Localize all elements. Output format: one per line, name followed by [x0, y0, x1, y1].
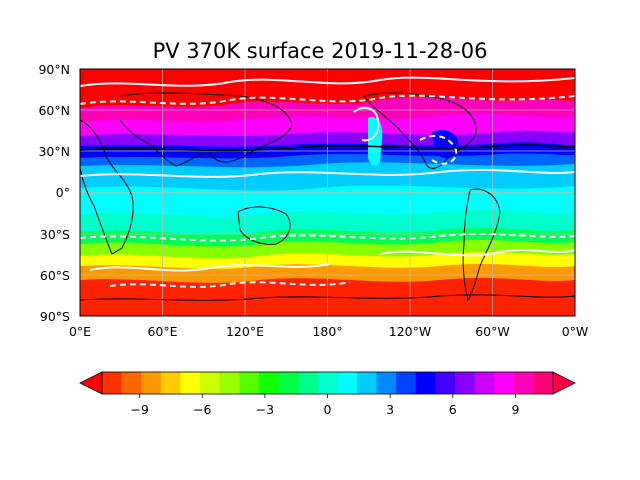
colorbar-cell [239, 372, 260, 394]
colorbar-cells [102, 372, 554, 394]
black-contour [80, 144, 575, 152]
lon-tick-label: 0°E [69, 324, 91, 339]
colorbar-cell [121, 372, 142, 394]
coast-north-america [363, 92, 477, 169]
colorbar-extend-right [552, 371, 576, 395]
cyan-intrusion [368, 116, 383, 166]
colorbar-cell [376, 372, 397, 394]
colorbar-cell [435, 372, 456, 394]
chart-title: PV 370K surface 2019-11-28-06 [152, 39, 488, 63]
lon-tick-label: 180° [312, 324, 342, 339]
colorbar-tick-label: 0 [324, 402, 332, 417]
colorbar-cell [533, 372, 554, 394]
colorbar-tick-label: −9 [130, 402, 148, 417]
dashed-white-contours [80, 94, 575, 288]
lat-tick-label: 0° [56, 185, 70, 200]
colorbar-tick-label: −3 [256, 402, 274, 417]
colorbar-tick-label: 6 [449, 402, 457, 417]
lat-tick-label: 90°N [38, 62, 70, 77]
colorbar-cell [474, 372, 495, 394]
lat-tick-label: 60°N [38, 103, 70, 118]
colorbar-tick-label: 3 [386, 402, 394, 417]
colorbar-cell [200, 372, 221, 394]
coast-asia [119, 92, 293, 167]
colorbar-cell [102, 372, 123, 394]
colorbar-cell [317, 372, 338, 394]
coast-antarctica [80, 294, 575, 301]
lon-tick-label: 0°W [562, 324, 589, 339]
colorbar-extend-left [79, 371, 103, 395]
colorbar-ticks: −9 −6 −3 0 3 6 9 [130, 394, 519, 417]
lon-tick-label: 60°E [147, 324, 177, 339]
colorbar-cell [278, 372, 299, 394]
colorbar-cell [180, 372, 201, 394]
lat-tick-label: 90°S [40, 309, 70, 324]
colorbar-cell [219, 372, 240, 394]
lon-tick-label: 120°W [389, 324, 431, 339]
colorbar-cell [337, 372, 358, 394]
lat-tick-label: 30°S [40, 227, 70, 242]
colorbar-cell [160, 372, 181, 394]
coast-south-america [462, 188, 501, 302]
colorbar-tick-label: 9 [511, 402, 519, 417]
colorbar-cell [513, 372, 534, 394]
colorbar: −9 −6 −3 0 3 6 9 [79, 371, 576, 417]
lon-tick-label: 60°W [475, 324, 510, 339]
map-frame [79, 68, 576, 317]
colorbar-cell [415, 372, 436, 394]
coastlines [80, 92, 575, 302]
colorbar-cell [356, 372, 378, 394]
lat-tick-label: 60°S [40, 268, 70, 283]
lon-tick-labels: 0°E 60°E 120°E 180° 120°W 60°W 0°W [69, 324, 588, 339]
colorbar-cell [396, 372, 417, 394]
lon-tick-label: 120°E [226, 324, 264, 339]
colorbar-cell [141, 372, 162, 394]
solid-white-contours [80, 76, 575, 272]
gridlines [80, 69, 575, 316]
colorbar-cell [298, 372, 319, 394]
colorbar-cell [494, 372, 515, 394]
colorbar-cell [454, 372, 476, 394]
lat-tick-label: 30°N [38, 144, 70, 159]
colorbar-tick-label: −6 [193, 402, 211, 417]
colorbar-cell [258, 372, 279, 394]
lat-tick-labels: 90°N 60°N 30°N 0° 30°S 60°S 90°S [38, 62, 70, 324]
coast-africa [80, 119, 134, 255]
